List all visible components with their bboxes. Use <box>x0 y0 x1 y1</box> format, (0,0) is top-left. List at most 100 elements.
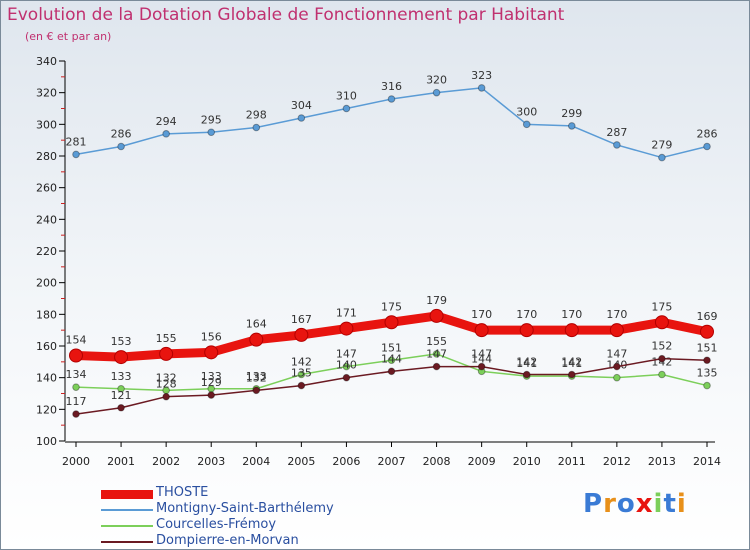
data-label: 316 <box>381 80 402 93</box>
y-tick-label: 120 <box>36 403 57 416</box>
proxiti-logo: Proxiti <box>583 489 687 519</box>
data-point <box>387 95 396 103</box>
data-label: 295 <box>201 113 222 126</box>
data-label: 167 <box>291 313 312 326</box>
data-label: 132 <box>246 371 267 384</box>
data-point <box>342 362 351 371</box>
data-label: 170 <box>561 308 582 321</box>
data-point <box>432 362 441 371</box>
data-label: 133 <box>201 370 222 383</box>
data-point <box>162 392 170 401</box>
data-point <box>114 350 129 365</box>
data-point <box>117 384 125 393</box>
data-label: 169 <box>697 310 718 323</box>
data-point <box>207 391 216 399</box>
data-label: 175 <box>381 300 402 313</box>
data-point <box>613 141 621 149</box>
legend-label: Courcelles-Frémoy <box>156 517 277 532</box>
data-point <box>567 122 576 130</box>
data-point <box>384 315 399 330</box>
data-point <box>339 321 354 336</box>
x-tick-label: 2000 <box>62 455 90 468</box>
data-point <box>609 323 624 338</box>
x-tick-label: 2006 <box>332 455 360 468</box>
data-point <box>69 348 83 363</box>
data-label: 117 <box>66 395 87 408</box>
data-label: 132 <box>156 371 177 384</box>
data-label: 141 <box>516 357 537 370</box>
data-label: 300 <box>516 105 537 118</box>
chart-subtitle: (en € et par an) <box>25 30 112 43</box>
data-label: 287 <box>606 126 627 139</box>
data-label: 153 <box>111 335 132 348</box>
data-label: 151 <box>381 341 402 354</box>
data-point <box>207 128 216 137</box>
y-tick-label: 100 <box>36 435 57 448</box>
data-label: 129 <box>201 376 222 389</box>
data-point <box>159 346 174 361</box>
data-point <box>613 362 621 371</box>
data-point <box>117 403 125 412</box>
legend-item: Courcelles-Frémoy <box>101 518 431 534</box>
data-label: 128 <box>156 378 177 391</box>
data-point <box>249 332 264 347</box>
data-label: 156 <box>201 330 222 343</box>
legend-swatch <box>101 490 153 499</box>
data-point <box>522 120 531 129</box>
data-label: 281 <box>66 135 87 148</box>
x-tick-label: 2004 <box>242 455 270 468</box>
data-point <box>72 150 80 159</box>
logo-letter: i <box>653 489 664 519</box>
data-label: 135 <box>697 367 718 380</box>
data-label: 135 <box>291 367 312 380</box>
data-point <box>522 370 531 379</box>
data-label: 298 <box>246 109 267 122</box>
legend-swatch <box>101 509 153 511</box>
x-tick-label: 2001 <box>107 455 135 468</box>
data-point <box>474 323 489 338</box>
data-label: 170 <box>516 308 537 321</box>
y-tick-label: 140 <box>36 372 57 385</box>
data-point <box>519 323 534 338</box>
data-point <box>297 370 306 379</box>
chart-title: Evolution de la Dotation Globale de Fonc… <box>7 5 565 25</box>
data-label: 154 <box>66 334 87 347</box>
data-point <box>387 367 396 376</box>
legend-item: Montigny-Saint-Barthélemy <box>101 502 431 518</box>
legend-item: Dompierre-en-Morvan <box>101 534 431 550</box>
data-label: 155 <box>156 332 177 345</box>
y-tick-label: 300 <box>36 118 57 131</box>
legend-item: THOSTE <box>101 486 431 502</box>
chart-legend: THOSTE Montigny-Saint-Barthélemy Courcelle… <box>101 486 431 550</box>
data-point <box>703 381 711 390</box>
logo-letter: t <box>663 489 677 519</box>
data-label: 286 <box>111 128 132 141</box>
data-label: 171 <box>336 307 357 320</box>
data-point <box>658 370 666 379</box>
data-label: 286 <box>697 128 718 141</box>
legend-label: THOSTE <box>156 485 209 500</box>
y-tick-label: 180 <box>36 308 57 321</box>
legend-label: Dompierre-en-Morvan <box>156 533 299 548</box>
data-label: 142 <box>516 356 537 369</box>
data-point <box>204 345 219 360</box>
data-point <box>703 142 711 151</box>
data-point <box>72 410 80 418</box>
logo-letter: r <box>603 489 617 519</box>
data-point <box>477 84 486 92</box>
x-tick-label: 2010 <box>513 455 541 468</box>
x-tick-label: 2008 <box>423 455 451 468</box>
data-label: 323 <box>471 69 492 82</box>
y-tick-label: 160 <box>36 340 57 353</box>
y-tick-label: 200 <box>36 277 57 290</box>
data-label: 179 <box>426 294 447 307</box>
x-tick-label: 2013 <box>648 455 676 468</box>
x-tick-label: 2002 <box>152 455 180 468</box>
x-tick-label: 2007 <box>378 455 406 468</box>
data-label: 147 <box>471 348 492 361</box>
data-point <box>387 356 396 365</box>
data-point <box>117 142 125 151</box>
y-tick-label: 340 <box>36 55 57 68</box>
data-point <box>294 327 309 342</box>
data-label: 147 <box>336 348 357 361</box>
